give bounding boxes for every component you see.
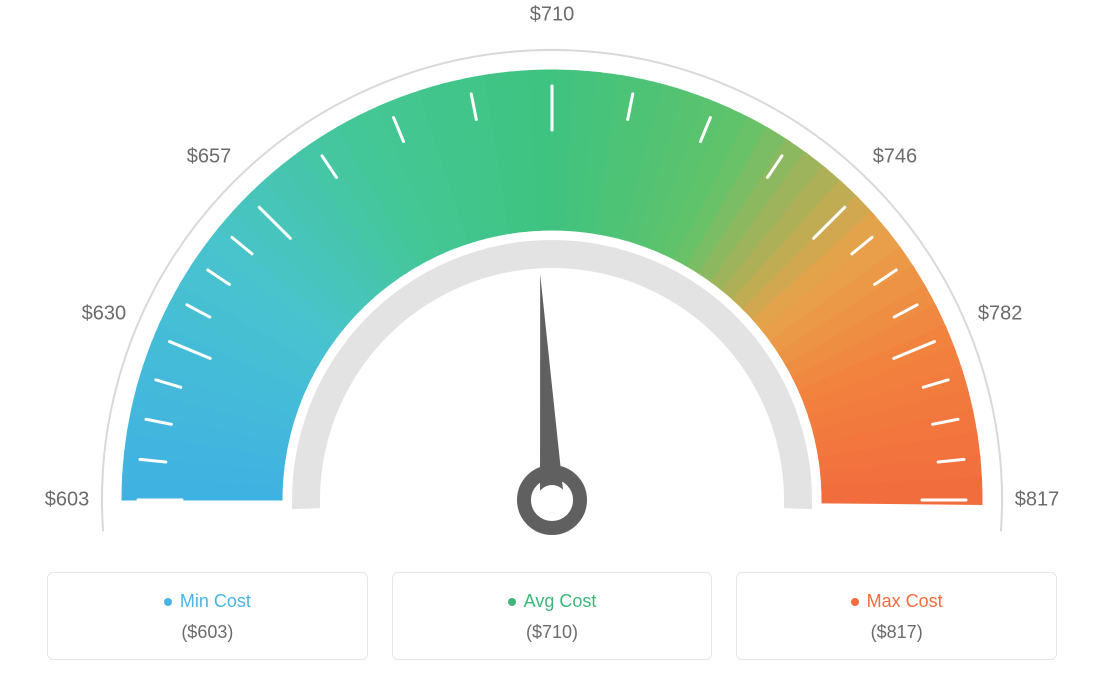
- gauge-svg: [0, 0, 1104, 560]
- dot-icon: [508, 598, 516, 606]
- chart-stage: $603 $630 $657 $710 $746 $782 $817 Min Cost ($…: [0, 0, 1104, 690]
- gauge-tick-label: $710: [530, 4, 575, 27]
- legend-value-max: ($817): [747, 622, 1046, 643]
- legend-title-avg: Avg Cost: [508, 591, 597, 612]
- legend-card-max: Max Cost ($817): [736, 572, 1057, 660]
- legend-title-min: Min Cost: [164, 591, 251, 612]
- legend-value-avg: ($710): [403, 622, 702, 643]
- gauge-tick-label: $817: [1015, 489, 1060, 512]
- gauge-tick-label: $782: [978, 303, 1023, 326]
- legend-value-min: ($603): [58, 622, 357, 643]
- gauge-tick-label: $630: [82, 303, 127, 326]
- dot-icon: [164, 598, 172, 606]
- legend-label-avg: Avg Cost: [524, 591, 597, 612]
- legend-label-max: Max Cost: [867, 591, 943, 612]
- dot-icon: [851, 598, 859, 606]
- legend-card-avg: Avg Cost ($710): [392, 572, 713, 660]
- legend-label-min: Min Cost: [180, 591, 251, 612]
- gauge-tick-label: $746: [873, 146, 918, 169]
- gauge-tick-label: $657: [187, 146, 232, 169]
- legend-row: Min Cost ($603) Avg Cost ($710) Max Cost…: [47, 572, 1057, 660]
- gauge-chart: $603 $630 $657 $710 $746 $782 $817: [0, 0, 1104, 560]
- legend-title-max: Max Cost: [851, 591, 943, 612]
- legend-card-min: Min Cost ($603): [47, 572, 368, 660]
- gauge-tick-label: $603: [45, 489, 90, 512]
